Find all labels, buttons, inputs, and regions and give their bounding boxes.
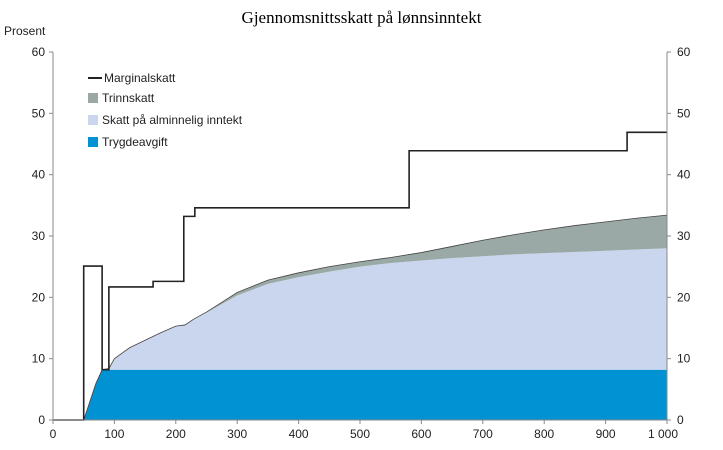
legend-item-trygdeavgift: Trygdeavgift [88, 132, 242, 152]
y-tick-label-left: 20 [32, 290, 46, 304]
x-tick-label: 100 [104, 427, 124, 441]
area-alminnelig [53, 248, 667, 420]
y-tick-label-left: 10 [32, 352, 46, 366]
x-tick-label: 500 [350, 427, 370, 441]
x-tick-label: 400 [289, 427, 309, 441]
legend-swatch-trinnskatt [88, 93, 98, 103]
x-tick-label: 0 [50, 427, 57, 441]
y-tick-label-left: 40 [32, 168, 46, 182]
x-tick-label: 800 [534, 427, 554, 441]
legend-item-marginalskatt: Marginalskatt [88, 68, 242, 88]
y-tick-label-right: 60 [677, 45, 691, 59]
y-tick-label-right: 30 [677, 229, 691, 243]
y-axis-label: Prosent [4, 24, 46, 38]
y-tick-label-left: 30 [32, 229, 46, 243]
y-tick-label-left: 50 [32, 106, 46, 120]
x-tick-label: 1 000 [648, 427, 678, 441]
y-tick-label-right: 40 [677, 168, 691, 182]
legend: Marginalskatt Trinnskatt Skatt på alminn… [88, 68, 242, 152]
legend-line-marginalskatt [88, 77, 102, 79]
legend-item-alminnelig: Skatt på alminnelig inntekt [88, 108, 242, 132]
legend-item-trinnskatt: Trinnskatt [88, 88, 242, 108]
legend-label: Trygdeavgift [102, 135, 168, 149]
legend-label: Marginalskatt [104, 71, 176, 85]
y-tick-label-right: 20 [677, 290, 691, 304]
legend-swatch-trygdeavgift [88, 137, 98, 147]
y-tick-label-left: 60 [32, 45, 46, 59]
y-tick-label-right: 0 [677, 413, 684, 427]
y-tick-label-left: 0 [38, 413, 45, 427]
area-trinnskatt [53, 215, 667, 420]
legend-label: Trinnskatt [102, 91, 155, 105]
legend-label: Skatt på alminnelig inntekt [102, 113, 243, 127]
x-tick-label: 900 [596, 427, 616, 441]
legend-swatch-alminnelig [88, 115, 98, 125]
x-tick-label: 300 [227, 427, 247, 441]
line-marginalskatt [53, 131, 667, 421]
y-tick-label-right: 10 [677, 352, 691, 366]
area-trygdeavgift [53, 369, 667, 420]
total-outline [53, 214, 668, 421]
y-tick-label-right: 50 [677, 106, 691, 120]
x-tick-label: 600 [411, 427, 431, 441]
x-tick-label: 200 [166, 427, 186, 441]
chart-title: Gjennomsnittsskatt på lønnsinntekt [241, 8, 482, 27]
x-tick-label: 700 [473, 427, 493, 441]
